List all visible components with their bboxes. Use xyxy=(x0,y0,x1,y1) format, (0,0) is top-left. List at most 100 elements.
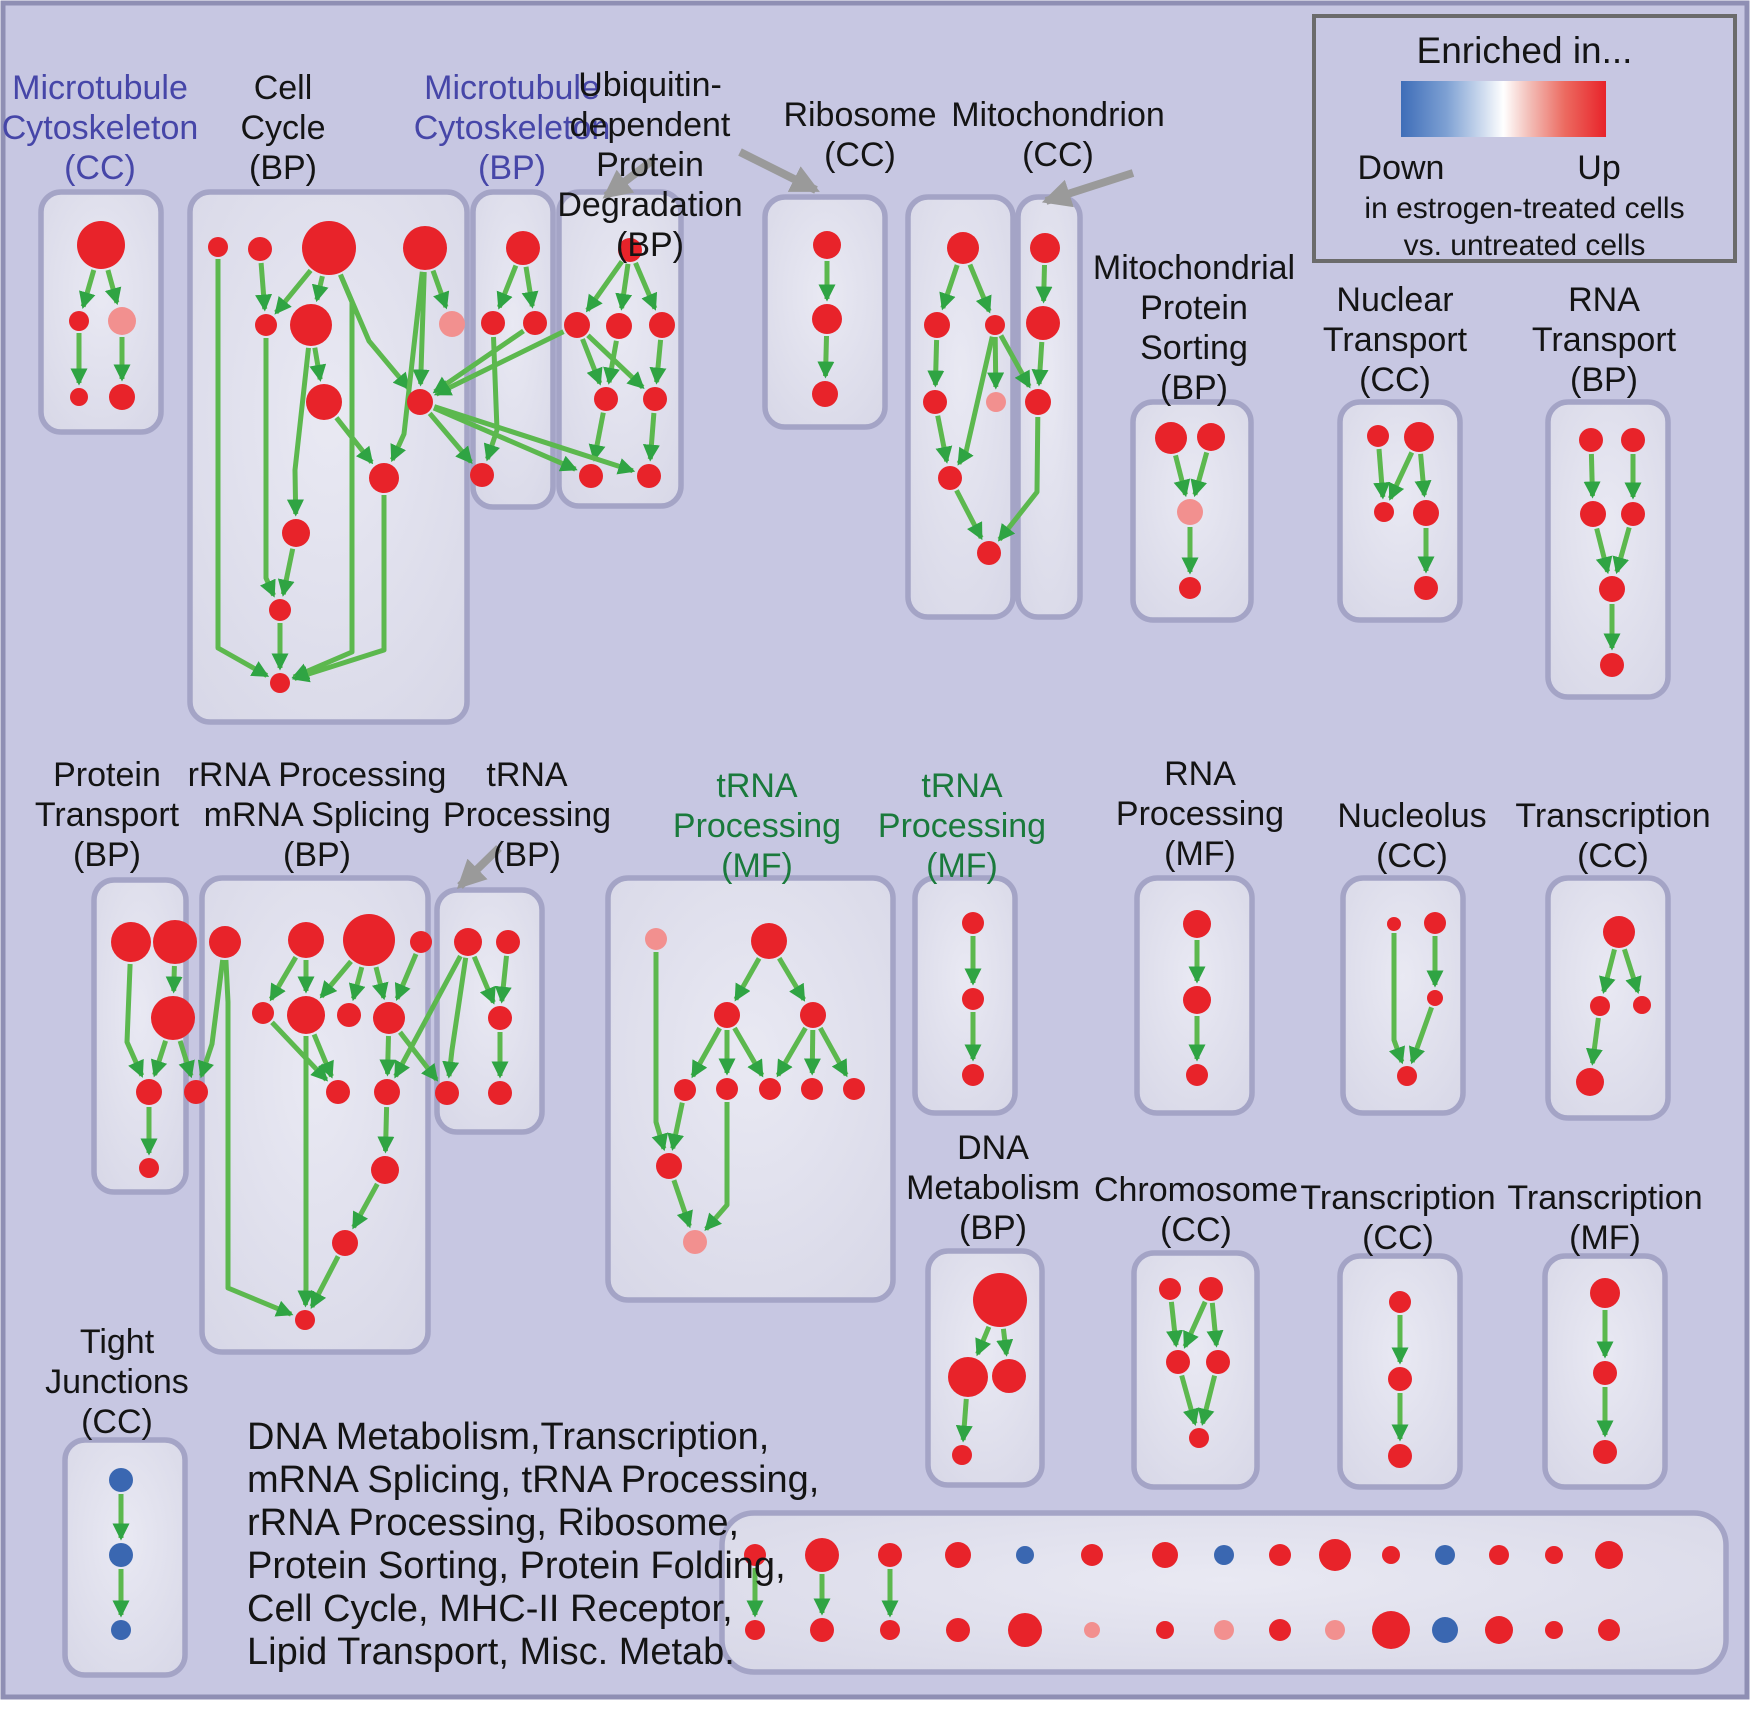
edge xyxy=(1197,1374,1218,1426)
cluster-box-transcription-cc-2 xyxy=(1545,875,1671,1121)
cluster-label-microtubule-cc: Cytoskeleton xyxy=(2,109,199,147)
cluster-label-rrna: (BP) xyxy=(283,836,351,874)
node-mitochondrion-cc xyxy=(1025,389,1051,415)
cluster-label-nuclear-transport: (CC) xyxy=(1359,361,1431,399)
legend-box: Enriched in... Down Up in estrogen-treat… xyxy=(1312,14,1737,263)
cluster-label-cell-cycle: Cell xyxy=(254,69,313,107)
cluster-label-microtubule-bp: (BP) xyxy=(478,149,546,187)
node-rrna xyxy=(288,922,324,958)
misc-node-top xyxy=(1269,1544,1291,1566)
node-rrna xyxy=(287,996,325,1034)
edge xyxy=(955,1398,973,1443)
misc-text-line: Lipid Transport, Misc. Metab. xyxy=(247,1631,735,1673)
edge xyxy=(260,338,276,598)
cluster-label-mitochondrion-cc: (CC) xyxy=(1022,136,1094,174)
node-cell-cycle xyxy=(306,384,342,420)
node-tight-junctions xyxy=(111,1620,131,1640)
edge xyxy=(433,329,565,397)
edge xyxy=(1373,448,1391,500)
misc-text-line: Protein Sorting, Protein Folding, xyxy=(247,1545,786,1587)
edge xyxy=(79,269,97,310)
ubiquitin-left-arrow xyxy=(602,156,656,200)
node-chromosome xyxy=(1159,1278,1181,1300)
node-trna-mf-1 xyxy=(759,1078,781,1100)
misc-node-bottom xyxy=(1156,1621,1174,1639)
cluster-label-trna-mf-2: (MF) xyxy=(926,847,998,885)
misc-node-bottom xyxy=(1008,1613,1042,1647)
edge xyxy=(471,955,496,1005)
edge xyxy=(427,411,473,464)
misc-node-bottom xyxy=(1084,1622,1100,1638)
edge xyxy=(1031,341,1049,387)
edge xyxy=(1206,1302,1224,1348)
node-nucleolus xyxy=(1427,990,1443,1006)
node-rrna xyxy=(252,1002,274,1024)
cluster-label-microtubule-bp: Microtubule xyxy=(424,69,600,107)
node-protein-transport xyxy=(111,922,151,962)
node-microtubule-bp xyxy=(506,231,540,265)
node-cell-cycle xyxy=(369,463,399,493)
cluster-label-rna-transport: RNA xyxy=(1568,281,1640,319)
node-transcription-mf xyxy=(1593,1440,1617,1464)
cluster-label-dna-metabolism: DNA xyxy=(957,1129,1029,1167)
cluster-label-ubiquitin-a: Ubiquitin- xyxy=(578,66,722,104)
node-trna-mf-1 xyxy=(843,1078,865,1100)
node-rna-transport xyxy=(1600,653,1624,677)
cluster-label-nuclear-transport: Transport xyxy=(1323,321,1468,359)
misc-text-line: DNA Metabolism,Transcription, xyxy=(247,1416,769,1458)
edge xyxy=(255,262,273,312)
node-trna-bp xyxy=(488,1006,512,1030)
layer-labels: MicrotubuleCytoskeleton(CC)CellCycle(BP)… xyxy=(2,66,1711,1673)
edge xyxy=(398,1030,439,1082)
edge xyxy=(496,264,519,310)
cluster-label-nucleolus: (CC) xyxy=(1376,837,1448,875)
edge xyxy=(311,275,329,303)
edge xyxy=(1166,1301,1183,1348)
cluster-box-rrna xyxy=(199,875,431,1355)
node-trna-mf-1 xyxy=(800,1002,826,1028)
node-rna-transport xyxy=(1621,428,1645,452)
cluster-box-rna-transport xyxy=(1545,399,1671,700)
node-rrna xyxy=(326,1080,350,1104)
misc-text-line: mRNA Splicing, tRNA Processing, xyxy=(247,1459,819,1501)
edge xyxy=(1173,454,1191,498)
node-trna-bp xyxy=(496,930,520,954)
node-cell-cycle xyxy=(255,314,277,336)
edge xyxy=(165,965,183,994)
edge xyxy=(642,412,660,462)
legend-caption-line1: in estrogen-treated cells xyxy=(1364,192,1685,225)
edge xyxy=(817,335,835,379)
edge xyxy=(818,1026,849,1078)
edge xyxy=(671,1179,693,1229)
node-ubiquitin-a xyxy=(618,238,642,262)
node-trna-mf-1 xyxy=(714,1002,740,1028)
node-cell-cycle xyxy=(248,237,272,261)
edge xyxy=(998,334,1032,389)
node-ribosome-cc xyxy=(947,232,979,264)
node-rna-transport xyxy=(1621,502,1645,526)
node-chromosome xyxy=(1206,1350,1230,1374)
edge xyxy=(996,1328,1014,1357)
edge xyxy=(1585,1017,1603,1066)
node-tight-junctions xyxy=(109,1543,133,1567)
node-mitochondrion-cc xyxy=(1026,306,1060,340)
edge xyxy=(690,1026,722,1079)
misc-node-top xyxy=(1319,1539,1351,1571)
cluster-label-tight-junctions: Tight xyxy=(80,1323,155,1361)
cluster-label-tight-junctions: Junctions xyxy=(45,1363,189,1401)
edge xyxy=(268,955,298,1002)
edge xyxy=(432,405,578,472)
edge xyxy=(777,956,806,1002)
node-protein-transport xyxy=(153,920,197,964)
node-trna-bp xyxy=(435,1081,459,1105)
edge xyxy=(967,263,992,314)
node-trna-mf-2 xyxy=(962,912,984,934)
cluster-label-nuclear-transport: Nuclear xyxy=(1336,281,1453,319)
edge xyxy=(732,1026,765,1078)
edge xyxy=(379,1035,397,1077)
node-trna-mf-1 xyxy=(656,1153,682,1179)
misc-node-bottom xyxy=(1485,1616,1513,1644)
misc-node-bottom xyxy=(1214,1620,1234,1640)
node-trna-mf-1 xyxy=(801,1078,823,1100)
node-ubiquitin-b xyxy=(812,381,838,407)
